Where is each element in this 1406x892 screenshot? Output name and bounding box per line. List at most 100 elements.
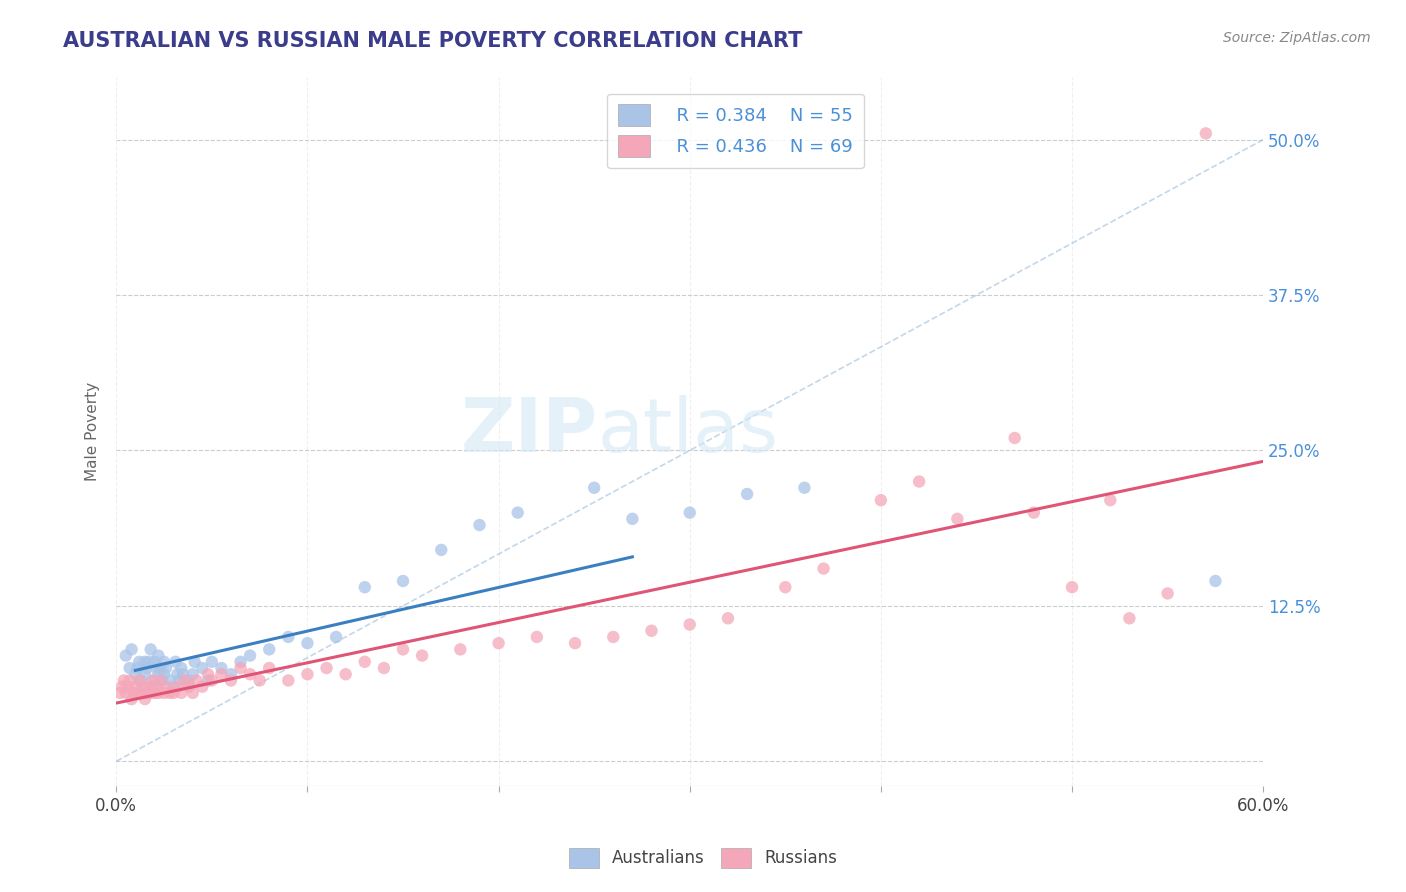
- Point: [1099, 493, 1122, 508]
- Point: [149, 673, 172, 688]
- Point: [209, 667, 232, 681]
- Point: [112, 673, 135, 688]
- Point: [181, 686, 204, 700]
- Point: [172, 667, 194, 681]
- Point: [1195, 127, 1218, 141]
- Point: [145, 661, 167, 675]
- Point: [219, 667, 242, 681]
- Point: [159, 673, 181, 688]
- Point: [583, 481, 606, 495]
- Point: [148, 667, 170, 681]
- Point: [143, 686, 166, 700]
- Point: [118, 661, 141, 675]
- Point: [775, 580, 797, 594]
- Point: [353, 580, 375, 594]
- Point: [142, 673, 165, 688]
- Text: Source: ZipAtlas.com: Source: ZipAtlas.com: [1223, 31, 1371, 45]
- Point: [197, 673, 219, 688]
- Legend: Australians, Russians: Australians, Russians: [562, 841, 844, 875]
- Point: [735, 487, 758, 501]
- Point: [229, 655, 252, 669]
- Point: [277, 673, 299, 688]
- Point: [297, 667, 319, 681]
- Point: [114, 648, 136, 663]
- Point: [177, 680, 200, 694]
- Point: [640, 624, 662, 638]
- Point: [679, 506, 702, 520]
- Point: [153, 655, 176, 669]
- Point: [239, 667, 262, 681]
- Point: [174, 673, 197, 688]
- Point: [186, 673, 208, 688]
- Point: [621, 512, 644, 526]
- Point: [526, 630, 548, 644]
- Point: [197, 667, 219, 681]
- Point: [239, 648, 262, 663]
- Point: [1156, 586, 1178, 600]
- Point: [121, 692, 143, 706]
- Point: [315, 661, 337, 675]
- Point: [1204, 574, 1226, 588]
- Point: [129, 686, 152, 700]
- Point: [138, 655, 160, 669]
- Point: [124, 667, 146, 681]
- Point: [602, 630, 624, 644]
- Point: [219, 673, 242, 688]
- Point: [908, 475, 931, 489]
- Point: [170, 686, 193, 700]
- Point: [229, 661, 252, 675]
- Point: [138, 680, 160, 694]
- Point: [813, 561, 835, 575]
- Point: [793, 481, 815, 495]
- Point: [257, 661, 280, 675]
- Point: [162, 686, 184, 700]
- Point: [153, 686, 176, 700]
- Point: [135, 661, 157, 675]
- Point: [139, 642, 162, 657]
- Point: [277, 630, 299, 644]
- Point: [148, 686, 170, 700]
- Point: [468, 518, 491, 533]
- Point: [177, 673, 200, 688]
- Point: [127, 661, 149, 675]
- Point: [717, 611, 740, 625]
- Point: [870, 493, 893, 508]
- Legend:   R = 0.384    N = 55,   R = 0.436    N = 69: R = 0.384 N = 55, R = 0.436 N = 69: [607, 94, 863, 169]
- Point: [127, 686, 149, 700]
- Point: [149, 661, 172, 675]
- Point: [191, 680, 214, 694]
- Point: [139, 686, 162, 700]
- Point: [155, 661, 177, 675]
- Y-axis label: Male Poverty: Male Poverty: [86, 383, 100, 482]
- Point: [162, 680, 184, 694]
- Point: [191, 661, 214, 675]
- Point: [118, 673, 141, 688]
- Point: [209, 661, 232, 675]
- Point: [145, 680, 167, 694]
- Point: [564, 636, 586, 650]
- Text: atlas: atlas: [598, 395, 779, 468]
- Point: [117, 680, 139, 694]
- Point: [181, 667, 204, 681]
- Point: [121, 642, 143, 657]
- Point: [128, 673, 150, 688]
- Point: [165, 655, 187, 669]
- Point: [392, 574, 415, 588]
- Point: [506, 506, 529, 520]
- Point: [143, 655, 166, 669]
- Point: [183, 655, 205, 669]
- Text: ZIP: ZIP: [461, 395, 598, 468]
- Point: [111, 680, 134, 694]
- Point: [170, 661, 193, 675]
- Point: [169, 673, 191, 688]
- Point: [134, 667, 156, 681]
- Point: [134, 692, 156, 706]
- Point: [335, 667, 357, 681]
- Point: [488, 636, 510, 650]
- Point: [114, 686, 136, 700]
- Point: [166, 667, 188, 681]
- Point: [166, 680, 188, 694]
- Text: AUSTRALIAN VS RUSSIAN MALE POVERTY CORRELATION CHART: AUSTRALIAN VS RUSSIAN MALE POVERTY CORRE…: [63, 31, 803, 51]
- Point: [430, 542, 453, 557]
- Point: [132, 680, 155, 694]
